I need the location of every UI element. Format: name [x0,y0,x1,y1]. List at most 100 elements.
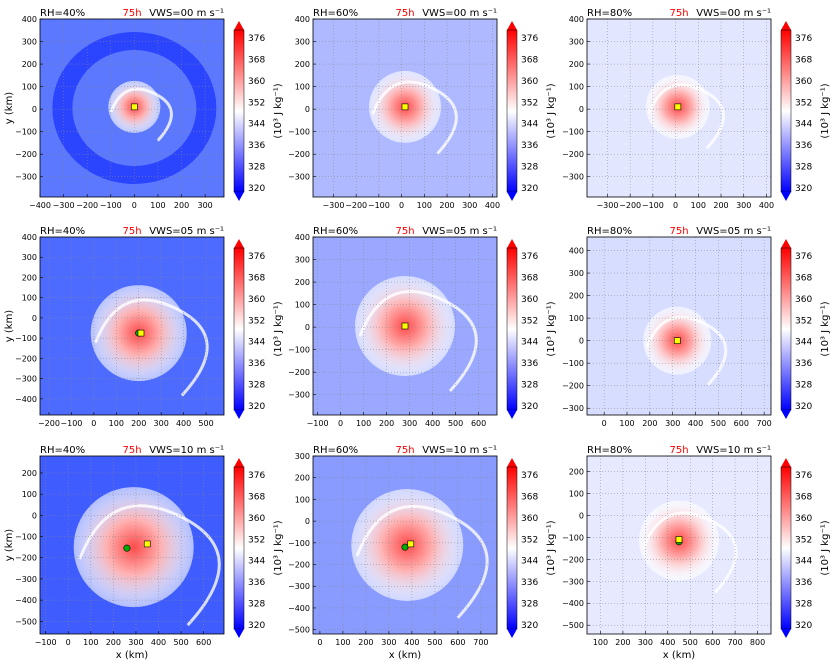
panel-rh-label: RH=60% [313,8,358,19]
colorbar-tick-label: 320 [795,184,812,194]
y-tick-label: −100 [288,539,310,548]
x-tick-label: −400 [29,201,51,210]
green-marker [123,544,131,552]
y-tick-label: 400 [295,15,310,24]
colorbar-tick-label: 376 [521,252,538,262]
y-tick-label: 200 [22,60,37,69]
y-tick-label: 0 [579,337,584,346]
colorbar-tick-label: 344 [795,120,812,130]
panel-rh-label: RH=40% [40,445,85,456]
y-tick-label: −200 [288,150,310,159]
x-tick-label: 400 [404,638,419,647]
x-tick-label: 300 [197,201,212,210]
y-tick-label: 100 [295,83,310,92]
colorbar-tick-label: 360 [795,514,812,524]
panel-time-label: 75h [122,226,141,237]
x-tick-label: 500 [448,419,463,428]
axes-frame [39,236,225,416]
colorbar-min-arrow [781,192,791,201]
colorbar-tick-label: 352 [521,98,538,108]
x-tick-label: 600 [450,638,465,647]
panel-time-label: 75h [122,8,141,19]
panel-rh-label: RH=80% [587,226,632,237]
colorbar-tick-label: 368 [521,492,538,502]
x-tick-label: 600 [196,638,211,647]
colorbar-tick-label: 376 [795,34,812,44]
colorbar-min-arrow [507,410,517,419]
colorbar-tick-label: 376 [248,252,265,262]
colorbar-tick-label: 352 [795,535,812,545]
grid-lines [587,456,771,634]
y-tick-label: 300 [295,452,310,461]
y-tick-label: 400 [569,15,584,24]
colorbar-tick-label: 360 [795,77,812,87]
y-tick-label: −500 [562,621,584,630]
y-tick-label: −300 [562,404,584,413]
x-tick-label: 0 [673,201,678,210]
colorbar-max-arrow [234,458,244,467]
x-tick-label: 200 [713,201,728,210]
colorbar-tick-label: 344 [795,338,812,348]
colorbar-min-arrow [781,410,791,419]
y-tick-label: −200 [15,354,37,363]
colorbar-tick-label: 376 [248,34,265,44]
y-tick-label: −100 [288,128,310,137]
colorbar-tick-label: 368 [521,55,538,65]
y-tick-label: −300 [562,173,584,182]
colorbar-bar [233,29,245,193]
colorbar-tick-label: 352 [521,535,538,545]
y-tick-label: −500 [15,617,37,626]
x-tick-label: 100 [417,201,432,210]
y-tick-label: 100 [22,83,37,92]
y-tick-label: 200 [295,474,310,483]
x-tick-label: −200 [38,419,60,428]
y-tick-label: 0 [579,511,584,520]
x-tick-label: 400 [688,419,703,428]
y-tick-label: 300 [295,38,310,47]
yellow-marker [401,103,409,111]
colorbar-tick-label: 336 [795,578,812,588]
colorbar-tick-label: 344 [521,338,538,348]
x-tick-label: −100 [368,201,390,210]
x-tick-label: −300 [53,201,75,210]
colorbar-tick-label: 352 [795,316,812,326]
yellow-marker [143,540,151,548]
panel-8: 0 100 200 300 400 500 600 700 300 200 100 0 −100 −200… [288,445,557,661]
colorbar-tick-label: 368 [795,55,812,65]
x-tick-label: 100 [335,638,350,647]
colorbar-tick-label: 368 [248,55,265,65]
y-tick-label: 0 [305,323,310,332]
y-tick-label: −300 [15,173,37,182]
axes-frame [312,236,498,416]
panel-vws-label: VWS=00 m s⁻¹ [149,8,224,19]
x-tick-label: 200 [379,419,394,428]
colorbar-unit-label: (10³ J kg⁻¹) [820,83,831,138]
colorbar-max-arrow [507,21,517,30]
y-tick-label: −300 [288,173,310,182]
colorbar: 320 328 336 344 352 360 368 376 (10³ J kg⁻¹) [506,458,557,638]
panel-2: −300 −200 −100 0 100 200 300 4004003002001000−1… [288,8,557,210]
x-tick-label: 800 [750,638,765,647]
colorbar-tick-label: 344 [248,120,265,130]
panel-vws-label: VWS=00 m s⁻¹ [696,8,771,19]
colorbar-bar [506,247,518,411]
colorbar-unit-label: (10³ J kg⁻¹) [546,83,557,138]
colorbar-tick-label: 336 [521,141,538,151]
colorbar-tick-label: 360 [248,514,265,524]
colorbar-min-arrow [507,629,517,638]
colorbar-tick-label: 368 [795,492,812,502]
y-tick-label: 100 [569,489,584,498]
grid-lines [313,236,497,415]
x-tick-label: −200 [619,201,641,210]
colorbar-tick-label: 328 [521,163,538,173]
y-tick-label: −200 [288,561,310,570]
y-tick-label: 300 [569,269,584,278]
x-tick-label: −300 [596,201,618,210]
yellow-marker [401,322,409,330]
axes-frame [312,18,498,198]
x-tick-label: 200 [615,638,630,647]
panel-vws-label: VWS=00 m s⁻¹ [422,8,497,19]
panel-vws-label: VWS=10 m s⁻¹ [149,445,224,456]
x-tick-label: 100 [356,419,371,428]
x-tick-label: 500 [427,638,442,647]
